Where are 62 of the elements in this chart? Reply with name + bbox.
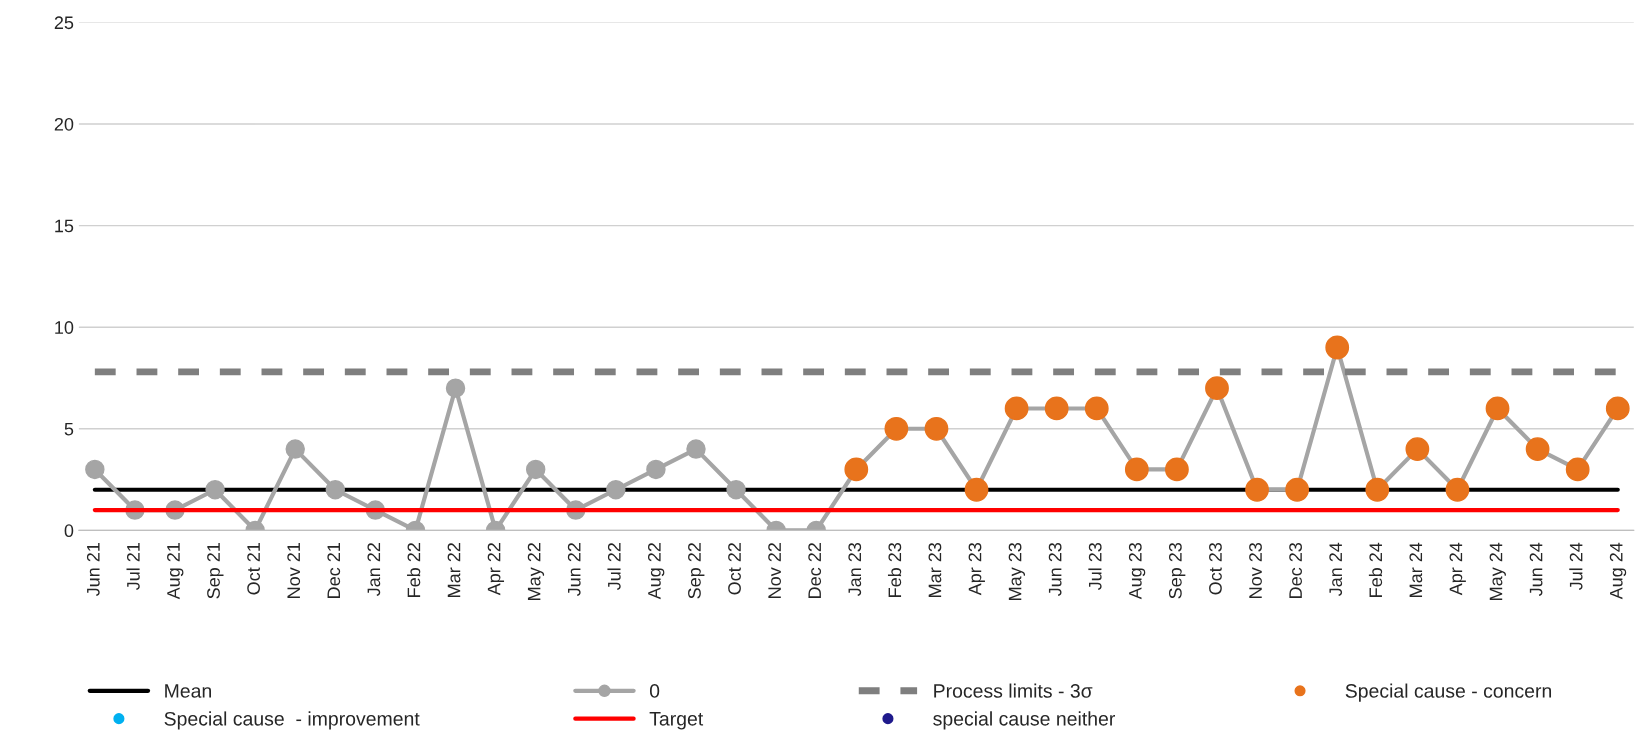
legend-label: 0	[649, 684, 660, 698]
x-tick-label: Jun 21	[86, 543, 100, 597]
x-tick-label: Feb 23	[887, 542, 902, 597]
point	[85, 459, 105, 480]
x-tick-label: Jun 24	[1529, 542, 1543, 597]
x-tick-label: Dec 22	[808, 543, 822, 598]
x-tick-label: Aug 23	[1128, 542, 1146, 600]
legend-label: Target	[649, 712, 704, 730]
x-tick-label: Jul 24	[1569, 542, 1583, 591]
point	[686, 439, 706, 459]
x-tick-label: Nov 23	[1249, 542, 1262, 598]
point	[285, 439, 305, 459]
y-tick-label: 15	[55, 219, 74, 233]
x-tick-label: Apr 22	[487, 543, 505, 596]
point	[726, 480, 746, 500]
point	[646, 459, 666, 480]
x-tick-label: Jul 23	[1088, 542, 1102, 591]
y-tick-label: 20	[54, 117, 74, 131]
x-tick-label: Mar 22	[447, 543, 461, 597]
x-tick-label: Aug 21	[167, 543, 184, 600]
legend-label: Mean	[165, 684, 211, 698]
x-tick-label: Aug 22	[647, 543, 665, 600]
x-tick-label: Jun 22	[567, 543, 581, 597]
y-tick-label: 10	[55, 321, 74, 334]
point	[445, 378, 466, 398]
x-tick-label: Oct 21	[247, 543, 260, 595]
x-tick-label: Apr 24	[1449, 542, 1466, 596]
x-tick-label: May 22	[527, 543, 545, 600]
x-tick-label: Jan 22	[367, 543, 381, 597]
x-tick-label: Oct 22	[728, 543, 741, 595]
x-tick-label: Mar 24	[1409, 542, 1423, 597]
x-tick-label: Aug 24	[1609, 542, 1627, 600]
x-tick-label: Jun 23	[1048, 542, 1062, 597]
x-tick-label: Nov 21	[287, 543, 301, 598]
legend-label: special cause neither	[933, 711, 1115, 730]
x-tick-label: Jan 24	[1329, 542, 1343, 597]
x-tick-label: Jul 22	[607, 543, 621, 591]
x-tick-label: Sep 22	[688, 543, 705, 599]
x-tick-label: Jan 23	[848, 542, 862, 597]
x-tick-label: Dec 21	[327, 543, 341, 598]
x-tick-label: Sep 23	[1168, 542, 1186, 599]
y-tick-label: 25	[54, 16, 74, 30]
y-tick-label: 5	[64, 422, 74, 436]
x-tick-label: Mar 23	[928, 542, 942, 597]
legend-label: Special cause - improvement	[164, 711, 420, 730]
x-tick-label: May 24	[1489, 542, 1506, 600]
x-tick-label: Nov 22	[768, 543, 781, 598]
point	[205, 480, 225, 500]
point	[325, 480, 346, 500]
x-tick-label: Jul 21	[126, 543, 140, 591]
x-tick-label: May 23	[1008, 542, 1026, 600]
x-tick-label: Dec 23	[1289, 542, 1302, 598]
x-tick-label: Apr 23	[968, 542, 985, 596]
y-tick-label: 0	[64, 524, 74, 538]
x-tick-label: Feb 24	[1368, 542, 1383, 597]
point	[525, 459, 546, 480]
x-tick-label: Oct 23	[1209, 542, 1222, 595]
legend-label: Process limits - 3σ	[934, 683, 1093, 698]
point	[606, 480, 626, 500]
legend-label: Special cause - concern	[1345, 683, 1552, 702]
x-tick-label: Sep 21	[207, 543, 224, 599]
x-tick-label: Feb 22	[407, 543, 421, 597]
